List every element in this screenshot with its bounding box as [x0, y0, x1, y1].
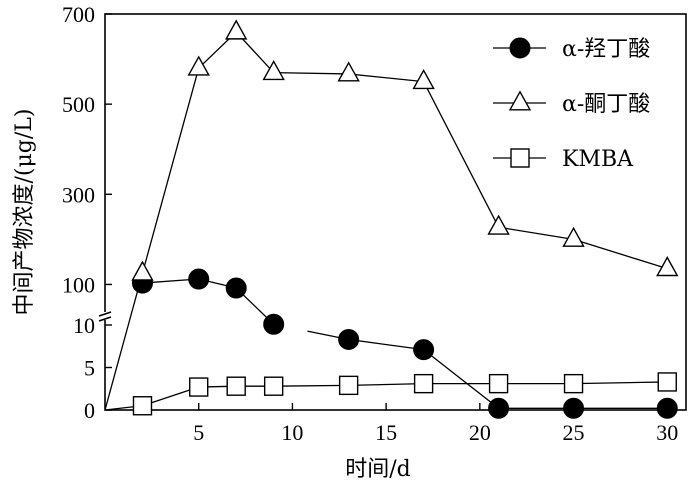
data-point-square — [510, 148, 530, 168]
y-tick-label: 500 — [62, 92, 95, 117]
legend-label: α-酮丁酸 — [562, 92, 650, 117]
x-tick-label: 15 — [375, 420, 397, 445]
data-point-triangle — [562, 226, 585, 247]
x-tick-label: 30 — [656, 420, 678, 445]
data-point-square — [488, 373, 509, 394]
y-tick-label: 10 — [73, 313, 95, 338]
data-point-triangle — [262, 59, 285, 81]
legend-item-1: α-羟丁酸 — [493, 37, 650, 62]
data-point-square — [413, 373, 434, 394]
y-tick-label: 5 — [84, 356, 95, 381]
series-line-segment — [423, 349, 499, 409]
x-tick-label: 5 — [193, 420, 204, 445]
data-point-circle — [413, 339, 435, 361]
data-point-square — [657, 372, 677, 392]
data-point-triangle — [487, 214, 510, 235]
data-point-circle — [509, 37, 531, 59]
series-2 — [104, 19, 679, 411]
axis-break-gap — [101, 312, 109, 320]
y-axis-break-mark — [98, 311, 112, 322]
x-axis-title: 时间/d — [345, 457, 411, 482]
data-point-square — [338, 375, 359, 396]
data-point-square — [563, 373, 584, 394]
legend-label: KMBA — [562, 147, 634, 172]
y-axis-title: 中间产物浓度/(μg/L) — [12, 109, 37, 316]
legend-label: α-羟丁酸 — [562, 37, 650, 62]
data-point-circle — [563, 397, 585, 419]
data-point-circle — [225, 277, 247, 299]
y-tick-label: 100 — [62, 272, 95, 297]
series-line-segment — [573, 381, 668, 385]
y-axis: 0 5 10 100 300 500 700 — [62, 2, 112, 423]
data-point-square — [226, 376, 246, 396]
series-1 — [131, 268, 678, 419]
series-line-segment — [348, 73, 424, 83]
data-point-triangle — [131, 260, 154, 281]
data-point-circle — [656, 397, 678, 419]
series-line-segment — [104, 272, 144, 411]
data-point-triangle — [508, 90, 532, 111]
y-tick-label: 300 — [62, 182, 95, 207]
data-point-circle — [263, 313, 285, 335]
data-point-square — [132, 396, 153, 416]
series-line-segment — [498, 226, 574, 241]
legend-item-2: α-酮丁酸 — [493, 90, 650, 117]
series-line-segment — [348, 338, 424, 351]
axis-break-line-upper — [98, 311, 112, 317]
data-point-circle — [188, 268, 210, 290]
data-point-triangle — [187, 55, 210, 76]
data-point-square — [189, 377, 209, 397]
series-layer — [104, 19, 679, 419]
y-tick-label: 700 — [62, 2, 95, 27]
series-line-segment — [273, 384, 349, 387]
legend-item-3: KMBA — [493, 147, 634, 172]
data-point-circle — [488, 397, 510, 419]
x-tick-label: 25 — [563, 420, 585, 445]
data-point-triangle — [337, 61, 360, 82]
data-point-triangle — [412, 69, 435, 90]
legend: α-羟丁酸 α-酮丁酸 KMBA — [493, 37, 650, 172]
x-tick-label: 10 — [281, 420, 303, 445]
data-point-triangle — [225, 19, 248, 40]
axis-break-line-lower — [98, 316, 112, 322]
plot-border — [104, 13, 687, 411]
x-axis: 5 10 15 20 25 30 — [193, 403, 678, 445]
data-point-square — [263, 376, 284, 396]
series-line-segment — [348, 383, 424, 386]
data-point-triangle — [656, 256, 679, 277]
series-3 — [104, 372, 677, 416]
series-line-segment — [573, 238, 668, 270]
data-point-circle — [338, 328, 360, 350]
series-line-segment — [273, 71, 349, 75]
series-line-segment — [141, 67, 200, 274]
x-tick-label: 20 — [469, 420, 491, 445]
series-line-segment — [423, 81, 500, 228]
y-tick-label: 0 — [84, 398, 95, 423]
plot-frame — [104, 13, 687, 411]
